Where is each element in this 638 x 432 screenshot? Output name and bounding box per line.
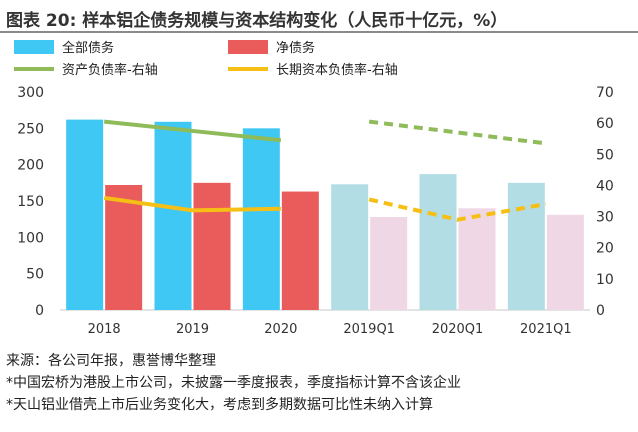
- y-right-tick-label: 60: [596, 116, 614, 132]
- note-source: 来源：各公司年报，惠誉博华整理: [6, 353, 216, 369]
- legend-label: 全部债务: [62, 40, 114, 56]
- y-left-tick-label: 150: [17, 194, 44, 210]
- x-tick-label: 2021Q1: [520, 322, 572, 337]
- x-tick-label: 2018: [88, 322, 121, 337]
- bar-total-debt: [507, 182, 545, 310]
- y-right-tick-label: 70: [596, 85, 614, 101]
- y-right-tick-label: 20: [596, 241, 614, 257]
- legend-label: 资产负债率-右轴: [62, 62, 158, 78]
- bar-total-debt: [66, 119, 104, 310]
- bar-net-debt: [458, 208, 496, 310]
- bar-total-debt: [154, 121, 192, 310]
- chart-notes: 来源：各公司年报，惠誉博华整理 *中国宏桥为港股上市公司，未披露一季度报表，季度…: [6, 350, 461, 416]
- legend-swatch-bar: [228, 40, 268, 54]
- line-long-term-capital-quarterly: [368, 197, 547, 222]
- y-right-tick-label: 10: [596, 272, 614, 288]
- bar-total-debt: [242, 128, 280, 310]
- y-left-tick-label: 0: [35, 303, 44, 319]
- bar-total-debt: [331, 184, 369, 310]
- y-left-tick-label: 100: [17, 230, 44, 246]
- title-divider: [0, 31, 638, 33]
- bar-total-debt: [419, 174, 457, 310]
- line-asset-liability-annual: [103, 119, 282, 143]
- bar-net-debt: [193, 182, 231, 310]
- y-left-tick-label: 300: [17, 85, 44, 101]
- y-left-tick-label: 50: [26, 267, 44, 283]
- legend-label: 净债务: [276, 40, 315, 56]
- y-left-tick-label: 200: [17, 158, 44, 174]
- y-right-tick-label: 30: [596, 210, 614, 226]
- line-asset-liability-quarterly: [368, 119, 547, 146]
- bar-net-debt: [281, 191, 319, 310]
- x-tick-label: 2020: [264, 322, 297, 337]
- y-right-tick-label: 50: [596, 147, 614, 163]
- line-long-term-capital-annual: [103, 195, 281, 213]
- y-right-tick-label: 40: [596, 178, 614, 194]
- note-1: *中国宏桥为港股上市公司，未披露一季度报表，季度指标计算不含该企业: [6, 375, 461, 391]
- legend-label: 长期资本负债率-右轴: [276, 62, 398, 78]
- bar-net-debt: [105, 185, 143, 310]
- note-2: *天山铝业借壳上市后业务变化大，考虑到多期数据可比性未纳入计算: [6, 397, 433, 413]
- x-tick-label: 2020Q1: [432, 322, 484, 337]
- bar-net-debt: [546, 214, 584, 310]
- x-tick-label: 2019Q1: [343, 322, 395, 337]
- legend-swatch-bar: [14, 40, 54, 54]
- x-tick-label: 2019: [176, 322, 209, 337]
- bar-net-debt: [370, 216, 408, 310]
- chart-title: 图表 20: 样本铝企债务规模与资本结构变化（人民币十亿元，%）: [6, 11, 508, 31]
- y-right-tick-label: 0: [596, 303, 605, 319]
- y-left-tick-label: 250: [17, 121, 44, 137]
